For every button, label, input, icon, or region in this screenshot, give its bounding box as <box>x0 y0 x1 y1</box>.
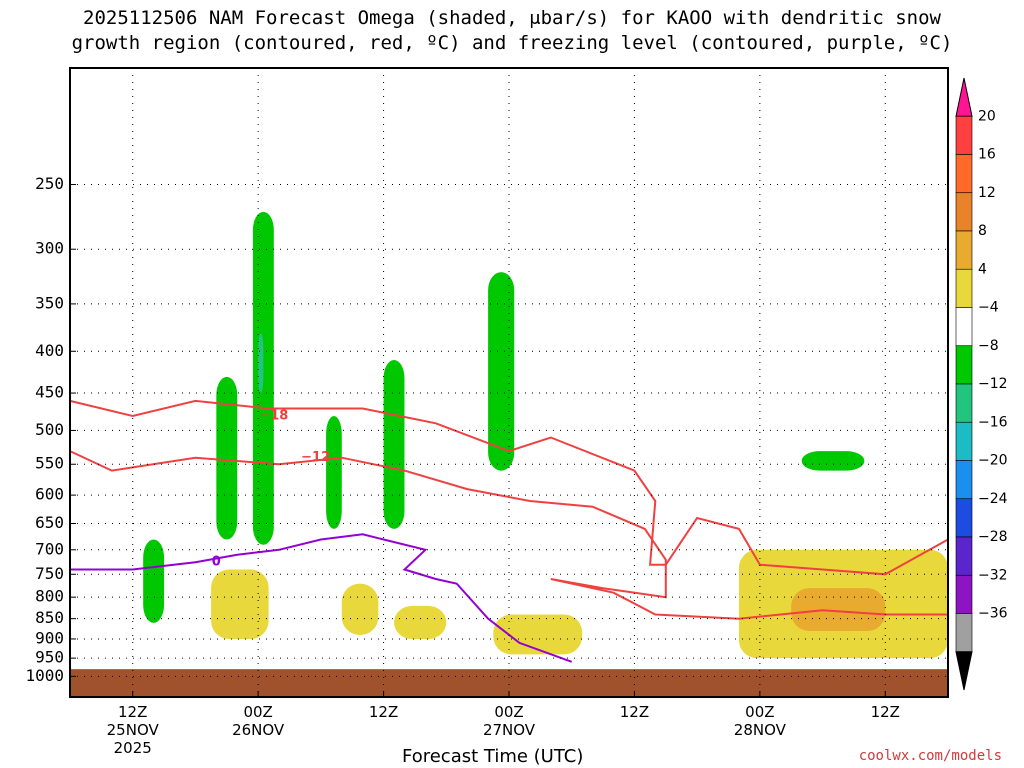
contour-label-0: −18 <box>259 408 288 423</box>
colorbar-label-8: −16 <box>978 414 1008 430</box>
colorbar-cell-13 <box>955 574 973 614</box>
xtick-label-54: 12Z <box>620 703 649 721</box>
xtick-label-78: 12Z <box>871 703 900 721</box>
colorbar-label-10: −24 <box>978 491 1008 507</box>
shaded-region-12 <box>341 583 379 635</box>
ytick-label-250: 250 <box>35 174 64 193</box>
colorbar-label-4: 4 <box>978 261 987 277</box>
shaded-region-9 <box>791 588 886 631</box>
ytick-label-950: 950 <box>35 648 64 667</box>
colorbar: 20 16 12 8 4 −4 −8 −12 −16 −20 −24 −28 −32 −36 <box>955 77 1008 691</box>
colorbar-label-6: −8 <box>978 338 999 354</box>
colorbar-label-7: −12 <box>978 376 1008 392</box>
ytick-label-700: 700 <box>35 539 64 558</box>
title-line-1: 2025112506 NAM Forecast Omega (shaded, μ… <box>83 7 941 29</box>
colorbar-label-2: 12 <box>978 185 996 201</box>
plot-area: −18 −12 0 <box>69 211 949 697</box>
xtick-label-30: 12Z <box>369 703 398 721</box>
ytick-label-900: 900 <box>35 628 64 647</box>
credit-text: coolwx.com/models <box>858 748 1002 764</box>
ytick-label-350: 350 <box>35 293 64 312</box>
contour-label-2: 0 <box>212 555 221 570</box>
xtick-date-18: 26NOV <box>232 721 285 739</box>
colorbar-cell-10 <box>955 460 973 500</box>
shaded-region-1 <box>258 333 264 394</box>
xtick-label-18: 00Z <box>243 703 272 721</box>
colorbar-label-13: −36 <box>978 606 1008 622</box>
colorbar-label-12: −32 <box>978 567 1008 583</box>
colorbar-cell-14 <box>955 613 973 653</box>
shaded-region-10 <box>493 614 583 655</box>
x-axis-label: Forecast Time (UTC) <box>402 746 584 767</box>
shaded-region-11 <box>211 569 269 639</box>
contour-line-2 <box>70 533 573 663</box>
axes: 2503003504004505005506006507007508008509… <box>25 67 949 757</box>
xtick-date-6: 25NOV <box>107 721 160 739</box>
shaded-region-5 <box>488 272 515 471</box>
colorbar-cell-15 <box>955 651 973 691</box>
colorbar-cell-11 <box>955 498 973 538</box>
colorbar-cell-8 <box>955 383 973 423</box>
ytick-label-1000: 1000 <box>25 666 64 685</box>
xtick-year-6: 2025 <box>114 739 152 757</box>
xtick-label-6: 12Z <box>118 703 147 721</box>
colorbar-label-5: −4 <box>978 300 999 316</box>
colorbar-cell-4 <box>955 230 973 270</box>
colorbar-label-0: 20 <box>978 108 996 124</box>
colorbar-cell-12 <box>955 536 973 576</box>
ytick-label-600: 600 <box>35 485 64 504</box>
shaded-region-6 <box>143 539 165 623</box>
xtick-date-66: 28NOV <box>734 721 787 739</box>
colorbar-label-11: −28 <box>978 529 1008 545</box>
ytick-label-800: 800 <box>35 587 64 606</box>
chart-title: 2025112506 NAM Forecast Omega (shaded, μ… <box>0 6 1024 56</box>
shaded-region-3 <box>326 415 342 529</box>
xtick-date-42: 27NOV <box>483 721 536 739</box>
colorbar-label-1: 16 <box>978 147 996 163</box>
ytick-label-650: 650 <box>35 513 64 532</box>
contour-line-1 <box>69 450 948 620</box>
ytick-label-750: 750 <box>35 564 64 583</box>
xtick-label-42: 00Z <box>494 703 523 721</box>
shaded-region-13 <box>394 605 447 639</box>
ytick-label-500: 500 <box>35 420 64 439</box>
shaded-region-4 <box>383 360 405 529</box>
xtick-label-66: 00Z <box>745 703 774 721</box>
colorbar-cell-6 <box>955 307 973 347</box>
ytick-label-850: 850 <box>35 608 64 627</box>
colorbar-cell-2 <box>955 154 973 194</box>
colorbar-cell-7 <box>955 345 973 385</box>
colorbar-cell-9 <box>955 421 973 461</box>
colorbar-cell-0 <box>955 77 973 117</box>
ytick-label-300: 300 <box>35 239 64 258</box>
colorbar-cell-3 <box>955 192 973 232</box>
colorbar-cell-1 <box>955 115 973 155</box>
shaded-region-2 <box>216 376 238 540</box>
title-line-2: growth region (contoured, red, ºC) and f… <box>71 32 953 54</box>
shaded-region-7 <box>801 451 865 471</box>
colorbar-label-9: −20 <box>978 453 1008 469</box>
contour-label-1: −12 <box>301 450 330 465</box>
ytick-label-400: 400 <box>35 341 64 360</box>
ytick-label-450: 450 <box>35 383 64 402</box>
ytick-label-550: 550 <box>35 454 64 473</box>
shaded-region-0 <box>252 211 274 545</box>
colorbar-cell-5 <box>955 268 973 308</box>
contour-line-0 <box>69 399 949 576</box>
colorbar-label-3: 8 <box>978 223 987 239</box>
